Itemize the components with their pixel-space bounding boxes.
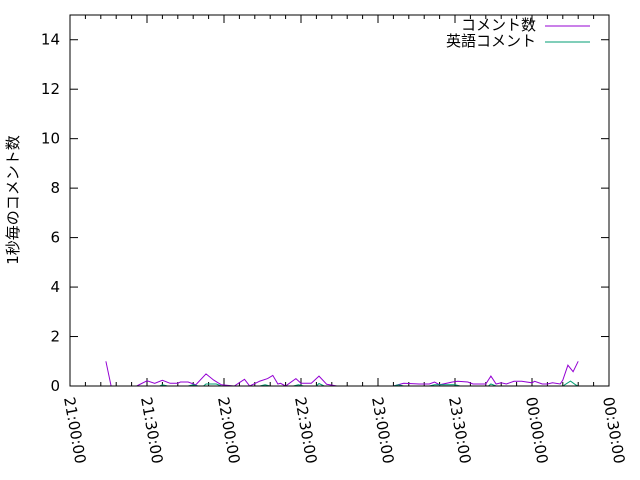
y-tick-label: 10 [41, 130, 60, 148]
y-tick-label: 14 [41, 31, 60, 49]
x-tick-label: 00:30:00 [599, 396, 628, 465]
y-tick-label: 12 [41, 80, 60, 98]
series-line-0 [136, 361, 579, 387]
x-tick-label: 21:30:00 [137, 396, 166, 465]
x-tick-label: 00:00:00 [522, 396, 551, 465]
x-tick-label: 22:30:00 [291, 396, 320, 465]
y-tick-label: 6 [50, 229, 60, 247]
legend-label-1: 英語コメント [446, 32, 536, 50]
y-tick-label: 4 [50, 278, 60, 296]
y-tick-label: 8 [50, 179, 60, 197]
series-lines [105, 361, 579, 387]
y-tick-label: 0 [50, 377, 60, 395]
plot-frame [69, 14, 610, 387]
series-line-0 [105, 361, 112, 387]
legend: コメント数 英語コメント [446, 16, 590, 50]
y-axis-label: 1秒毎のコメント数 [4, 135, 22, 265]
x-tick-label: 23:30:00 [445, 396, 474, 465]
x-tick-label: 22:00:00 [214, 396, 243, 465]
axes: 0 2 4 6 8 10 12 14 21:00:00 21:30:00 22:00:00 22:30… [41, 15, 628, 465]
y-tick-label: 2 [50, 328, 60, 346]
x-tick-label: 23:00:00 [368, 396, 397, 465]
x-tick-label: 21:00:00 [60, 396, 89, 465]
legend-label-0: コメント数 [461, 16, 536, 34]
